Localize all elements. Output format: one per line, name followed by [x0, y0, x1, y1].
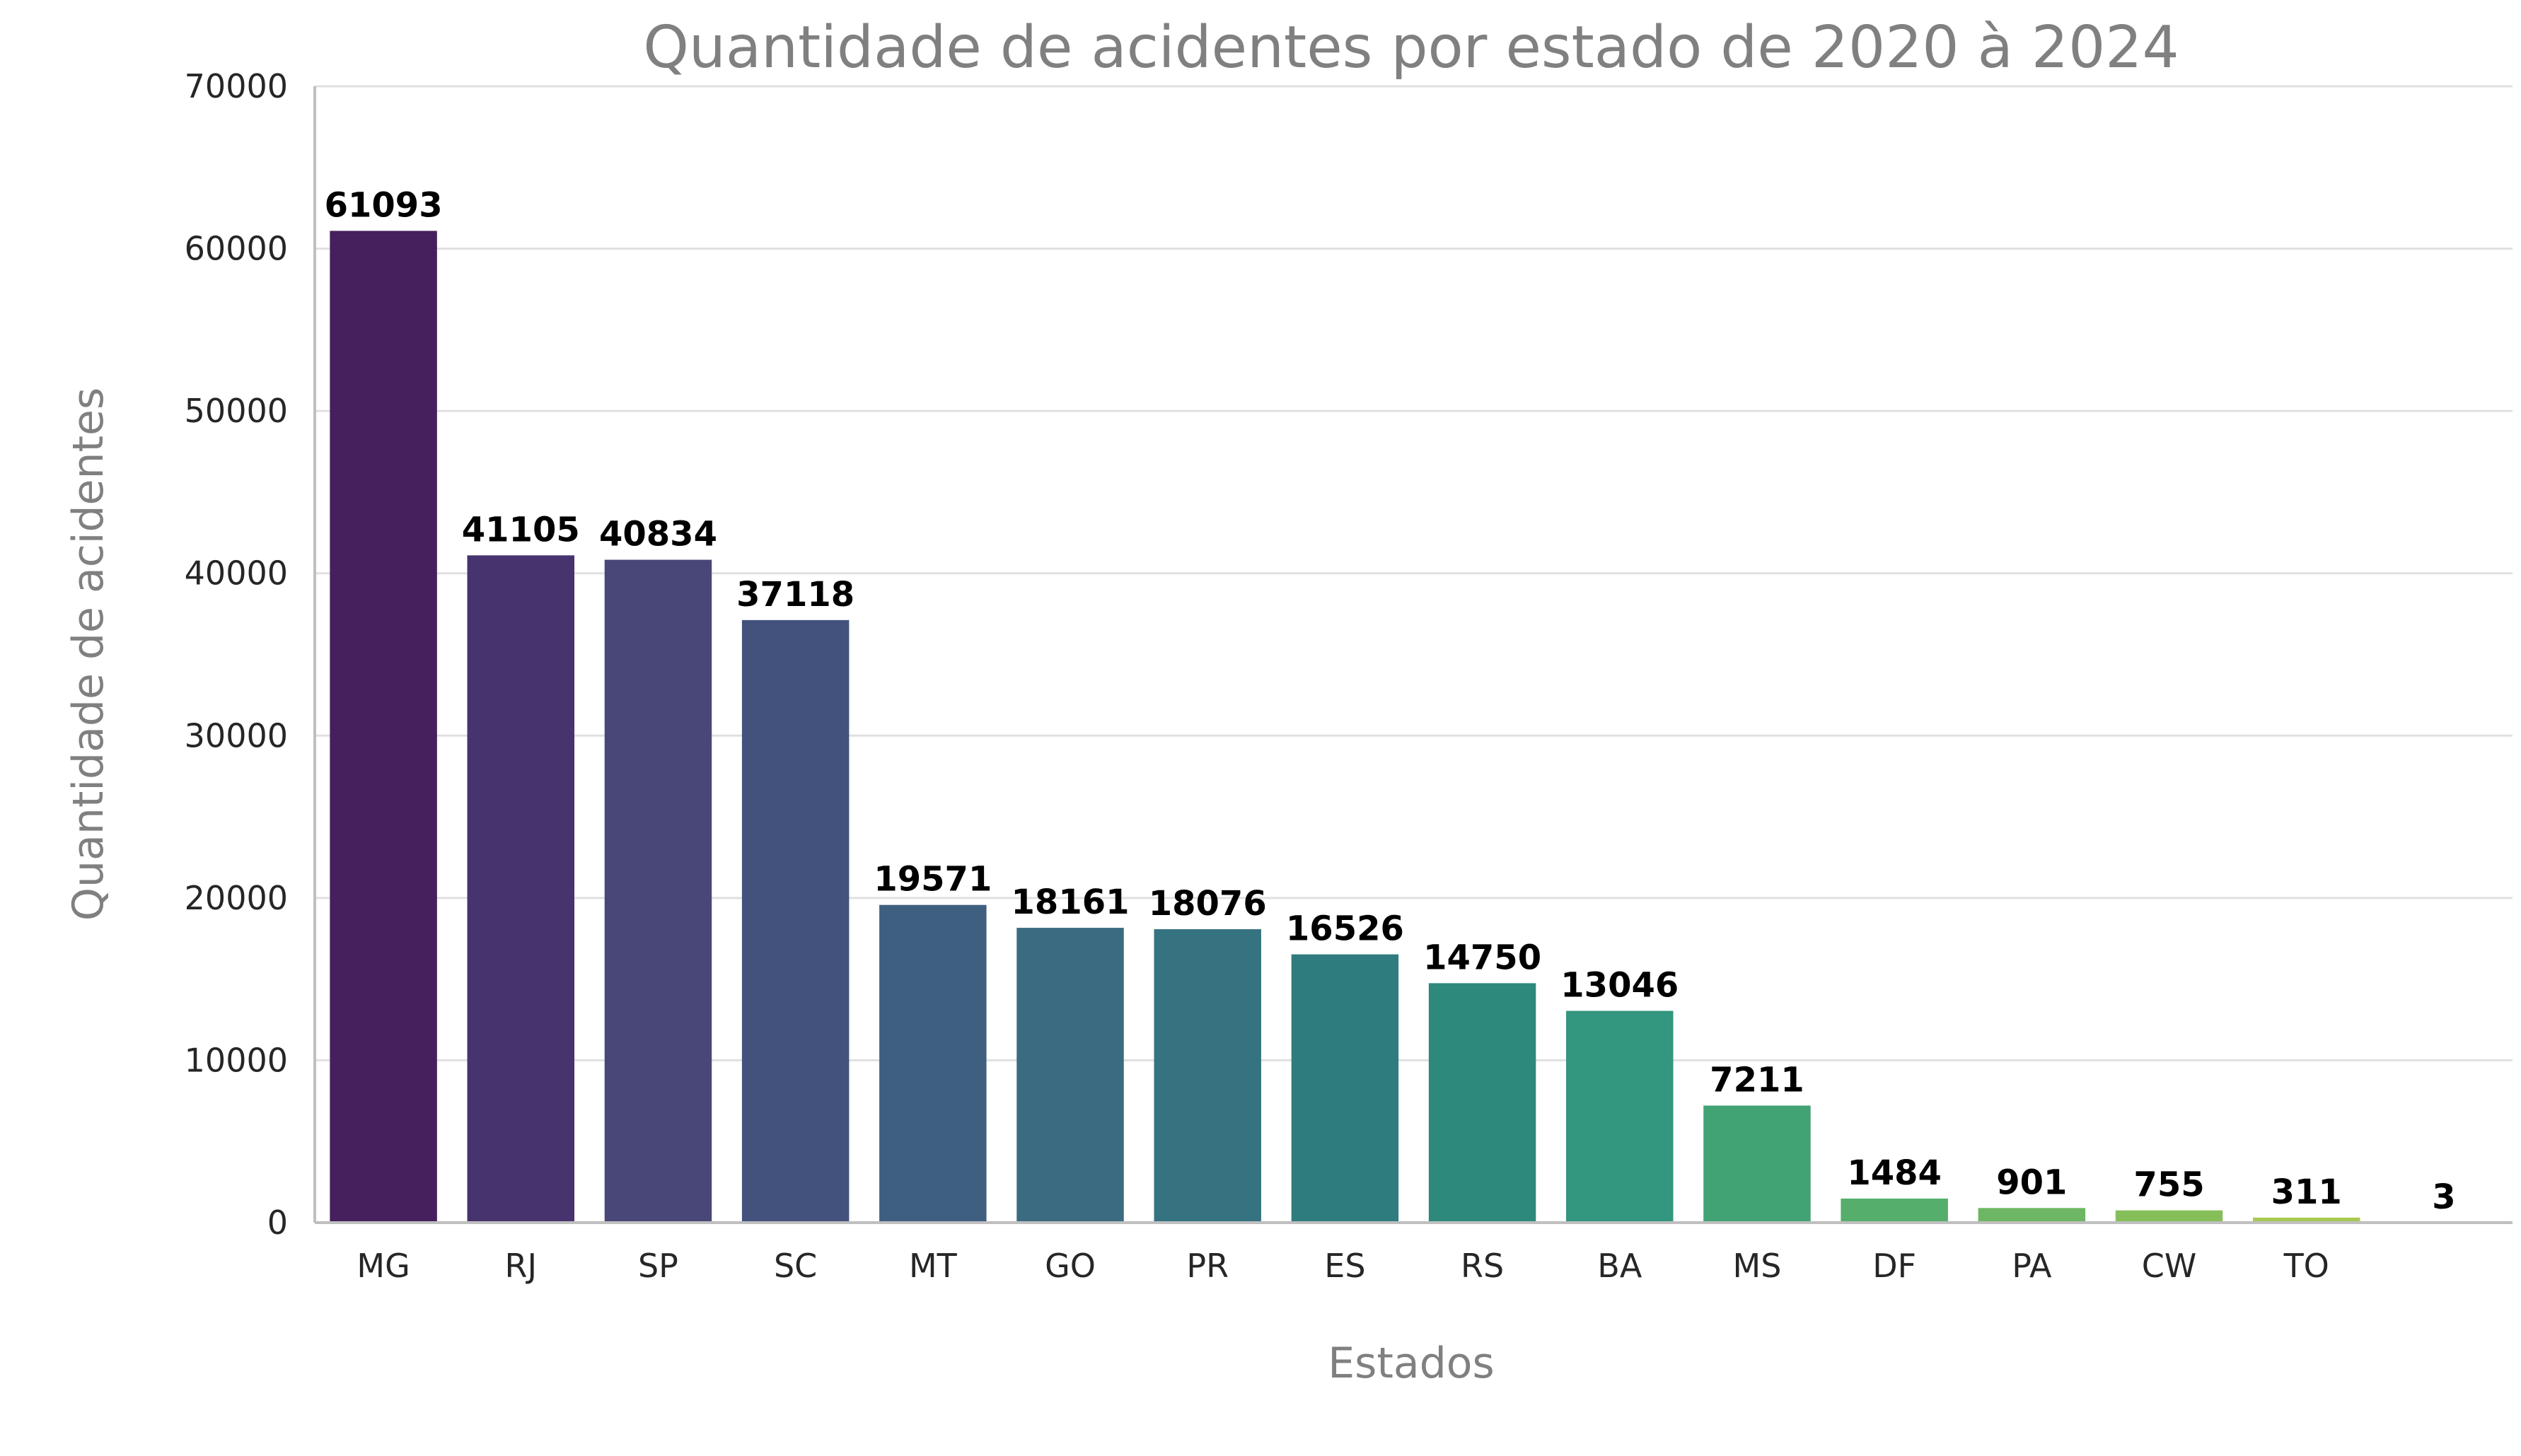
x-axis-title: Estados	[1328, 1339, 1495, 1388]
bar	[1703, 1105, 1810, 1223]
x-tick-label: BA	[1597, 1247, 1642, 1285]
bar-value-label: 7211	[1710, 1060, 1804, 1100]
bar	[330, 231, 436, 1223]
bars-layer	[330, 231, 2497, 1223]
x-tick-label: RS	[1461, 1247, 1504, 1285]
y-tick-label: 10000	[185, 1041, 288, 1079]
bar-value-label: 14750	[1423, 938, 1541, 977]
bar-value-label: 40834	[599, 515, 717, 554]
bar	[879, 905, 986, 1223]
bar-value-label: 18076	[1149, 884, 1267, 924]
bar	[1566, 1011, 1673, 1223]
bar	[1978, 1208, 2085, 1223]
y-tick-label: 40000	[185, 554, 288, 593]
x-tick-label: RJ	[505, 1247, 538, 1285]
bar-value-label: 16526	[1286, 909, 1404, 949]
y-tick-label: 70000	[185, 67, 288, 105]
x-tick-label: SC	[774, 1247, 817, 1285]
y-tick-label: 60000	[185, 230, 288, 268]
x-tick-label: SP	[638, 1247, 678, 1285]
bar-value-label: 1484	[1847, 1153, 1942, 1193]
bar-value-label: 755	[2133, 1165, 2204, 1205]
y-tick-label: 20000	[185, 879, 288, 917]
x-tick-label: PA	[2012, 1247, 2052, 1285]
bar-value-label: 41105	[462, 510, 580, 549]
bar	[742, 620, 849, 1223]
bar	[1841, 1199, 1947, 1223]
x-tick-label: MS	[1733, 1247, 1782, 1285]
bar-value-label: 311	[2271, 1172, 2342, 1212]
x-tick-label: PR	[1186, 1247, 1229, 1285]
chart-title: Quantidade de acidentes por estado de 20…	[643, 14, 2179, 81]
bar-value-label: 18161	[1012, 883, 1130, 922]
y-axis-title: Quantidade de acidentes	[64, 388, 113, 921]
bar-value-label: 901	[1996, 1163, 2067, 1202]
bar-value-label: 3	[2432, 1177, 2455, 1217]
bar	[2116, 1211, 2222, 1223]
x-tick-label: ES	[1324, 1247, 1365, 1285]
bar	[468, 555, 574, 1223]
x-tick-label: DF	[1872, 1247, 1916, 1285]
bar	[1429, 983, 1536, 1223]
bar-value-label: 19571	[874, 860, 992, 899]
x-tick-label: GO	[1045, 1247, 1096, 1285]
y-tick-label: 30000	[185, 716, 288, 755]
x-tick-label: MG	[357, 1247, 410, 1285]
bar	[1016, 928, 1123, 1223]
x-tick-label: TO	[2283, 1247, 2329, 1285]
bar-value-label: 61093	[325, 185, 443, 225]
bar	[1154, 929, 1260, 1223]
bar	[605, 560, 712, 1223]
bar-value-label: 13046	[1560, 966, 1679, 1006]
y-tick-labels: 0 10000 20000 30000 40000 50000 60000 70000	[185, 67, 288, 1242]
x-tick-label: CW	[2142, 1247, 2197, 1285]
y-tick-label: 50000	[185, 392, 288, 430]
y-tick-label: 0	[267, 1204, 288, 1242]
bar-value-label: 37118	[736, 575, 854, 615]
x-tick-label: MT	[909, 1247, 958, 1285]
x-tick-labels: MG RJ SP SC MT GO PR ES RS BA MS DF PA CW TO	[357, 1247, 2329, 1285]
bar	[1292, 955, 1398, 1223]
